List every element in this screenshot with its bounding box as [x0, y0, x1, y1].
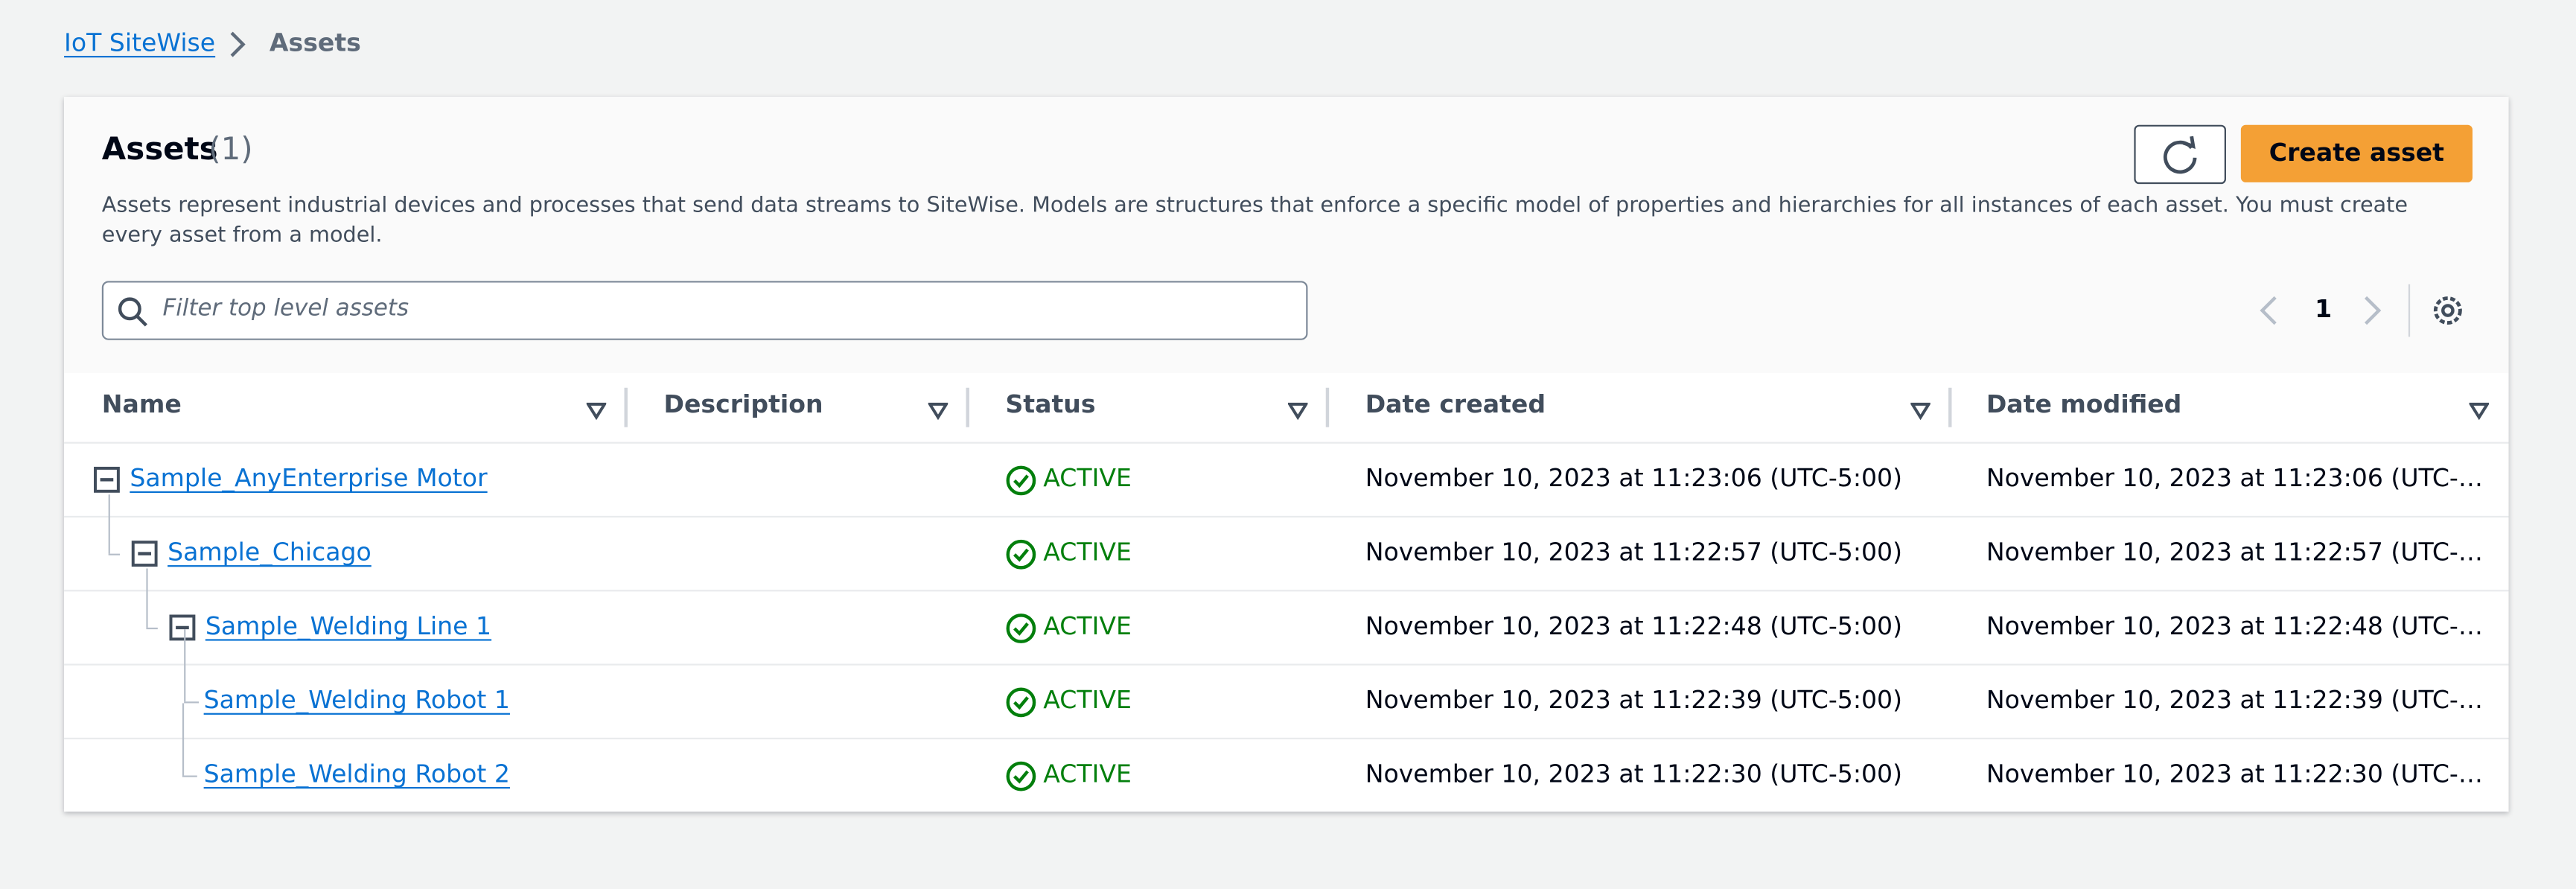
breadcrumb-separator	[230, 31, 246, 57]
sort-icon[interactable]	[1287, 396, 1309, 427]
status-icon	[1005, 686, 1036, 724]
next-page[interactable]	[2361, 294, 2384, 327]
collapse-toggle[interactable]	[169, 614, 196, 647]
search-icon	[118, 297, 147, 327]
table-row: Sample_AnyEnterprise Motor ACTIVE November…	[64, 442, 2509, 516]
column-header[interactable]: Status	[1005, 389, 1096, 419]
tree-line	[184, 701, 200, 704]
status-text: ACTIVE	[1043, 611, 1132, 641]
table-header	[64, 372, 2509, 442]
sort-icon-graphic	[2468, 402, 2490, 421]
filter-input[interactable]: Filter top level assets	[101, 281, 1308, 340]
sort-icon-graphic	[585, 402, 608, 421]
table-row: Sample_Welding Robot 1 ACTIVE November 10,…	[64, 629, 2509, 737]
collapse-toggle-graphic	[93, 466, 120, 493]
asset-name-link[interactable]: Sample_Welding Line 1	[205, 611, 492, 641]
breadcrumb-current: Assets	[269, 28, 361, 58]
sort-icon[interactable]	[927, 396, 949, 427]
table-row: Sample_Welding Line 1 ACTIVE November 10, …	[64, 568, 2509, 663]
date-created: November 10, 2023 at 11:23:06 (UTC-5:00)	[1365, 463, 1903, 493]
asset-name-link[interactable]: Sample_Chicago	[168, 537, 372, 567]
status-icon	[1005, 761, 1036, 799]
status-text: ACTIVE	[1043, 463, 1132, 493]
date-created: November 10, 2023 at 11:22:57 (UTC-5:00)	[1365, 537, 1903, 567]
status-icon-graphic	[1006, 465, 1036, 496]
tree-line	[184, 629, 186, 702]
status-icon	[1005, 613, 1036, 651]
status-icon-graphic	[1006, 539, 1036, 570]
table-row: Sample_Chicago ACTIVE November 10, 2023 at…	[64, 494, 2509, 590]
date-created: November 10, 2023 at 11:22:48 (UTC-5:00)	[1365, 611, 1903, 641]
status-icon-graphic	[1006, 761, 1036, 791]
status-icon-graphic	[1006, 614, 1036, 643]
column-separator	[1325, 387, 1330, 427]
card-description: Assets represent industrial devices and …	[101, 194, 2408, 249]
sort-icon-graphic	[1909, 402, 1932, 421]
sort-icon-graphic	[927, 402, 949, 421]
status-text: ACTIVE	[1043, 685, 1132, 715]
sort-icon[interactable]	[585, 396, 608, 427]
asset-name-link[interactable]: Sample_Welding Robot 2	[203, 759, 510, 789]
column-header[interactable]: Date created	[1365, 389, 1546, 419]
date-modified: November 10, 2023 at 11:22:57 (UTC-…	[1986, 537, 2483, 567]
create-asset-button[interactable]: Create asset	[2240, 124, 2473, 182]
breadcrumb-link[interactable]: IoT SiteWise	[64, 28, 216, 58]
column-header[interactable]: Description	[663, 389, 823, 419]
date-modified: November 10, 2023 at 11:23:06 (UTC-…	[1986, 463, 2483, 493]
date-modified: November 10, 2023 at 11:22:30 (UTC-…	[1986, 759, 2483, 789]
column-separator	[966, 387, 969, 427]
date-created: November 10, 2023 at 11:22:39 (UTC-5:00)	[1365, 685, 1903, 715]
tree-line	[108, 494, 110, 554]
column-separator	[624, 387, 628, 427]
tree-line	[146, 568, 148, 628]
collapse-toggle-graphic	[169, 614, 196, 641]
sort-icon-graphic	[1287, 402, 1309, 421]
status-icon	[1005, 465, 1036, 503]
collapse-toggle[interactable]	[93, 466, 120, 500]
tree-line	[146, 627, 158, 630]
sort-icon[interactable]	[2468, 396, 2490, 427]
filter-placeholder: Filter top level assets	[162, 296, 409, 322]
asset-name-link[interactable]: Sample_Welding Robot 1	[203, 685, 510, 715]
asset-count: (1)	[208, 131, 253, 168]
date-modified: November 10, 2023 at 11:22:39 (UTC-…	[1986, 685, 2483, 715]
page-number[interactable]: 1	[2315, 293, 2333, 324]
column-separator	[1948, 387, 1952, 427]
divider	[2408, 284, 2411, 337]
column-header[interactable]: Name	[101, 389, 182, 419]
status-text: ACTIVE	[1043, 537, 1132, 567]
status-text: ACTIVE	[1043, 759, 1132, 789]
table-row: Sample_Welding Robot 2 ACTIVE November 10,…	[64, 703, 2509, 812]
column-header[interactable]: Date modified	[1986, 389, 2182, 419]
date-modified: November 10, 2023 at 11:22:48 (UTC-…	[1986, 611, 2483, 641]
settings-icon[interactable]	[2430, 293, 2467, 329]
asset-name-link[interactable]: Sample_AnyEnterprise Motor	[130, 463, 488, 493]
date-created: November 10, 2023 at 11:22:30 (UTC-5:00)	[1365, 759, 1903, 789]
collapse-toggle[interactable]	[131, 541, 158, 573]
status-icon-graphic	[1006, 687, 1036, 718]
card-title: Assets	[101, 131, 218, 168]
tree-line	[108, 553, 121, 555]
status-icon	[1005, 539, 1036, 577]
tree-line	[182, 703, 185, 776]
refresh-icon	[2163, 136, 2197, 174]
sort-icon[interactable]	[1909, 396, 1932, 427]
tree-line	[182, 775, 197, 777]
previous-page[interactable]	[2257, 294, 2280, 327]
refresh-button[interactable]	[2134, 124, 2226, 185]
assets-card: Assets (1) Assets represent industrial d…	[64, 97, 2509, 812]
collapse-toggle-graphic	[131, 541, 158, 567]
